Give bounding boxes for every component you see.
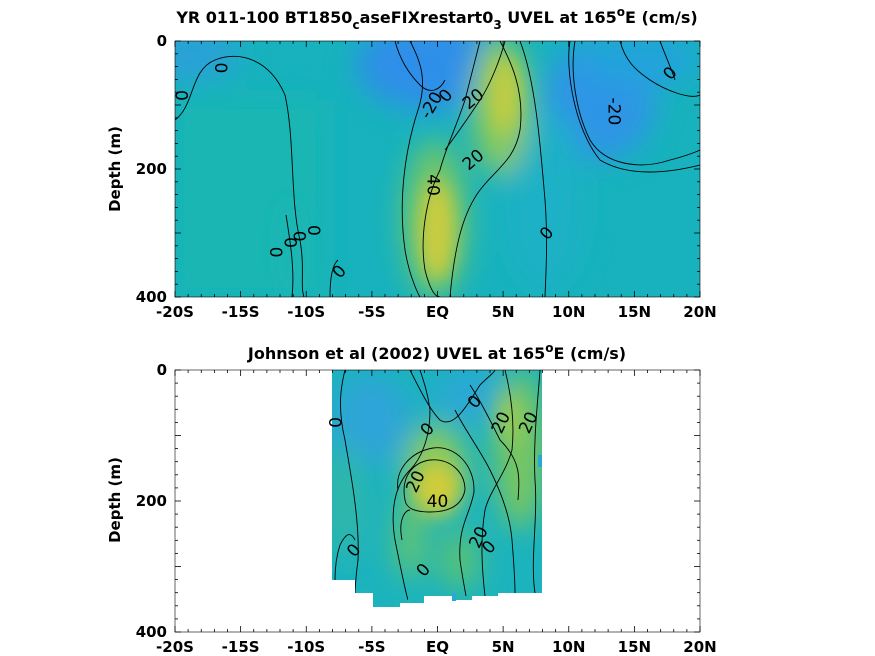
y-axis-label-top: Depth (m) [106,126,124,212]
x-tick-label: -10S [287,303,325,321]
x-tick-label: -15S [222,638,260,656]
panel-top: YR 011-100 BT1850caseFIXrestart03 UVEL a… [106,5,717,321]
x-tick-label: -5S [358,638,385,656]
contour-label: 0 [303,225,323,236]
contour-label: 0 [171,90,191,101]
heatmap-bottom [332,370,542,607]
panel-bottom: Johnson et al (2002) UVEL at 165oE (cm/s… [106,341,717,656]
x-tick-label: 15N [618,303,651,321]
x-tick-label: -10S [287,638,325,656]
x-tick-label: 5N [492,303,515,321]
panel-bottom-title: Johnson et al (2002) UVEL at 165oE (cm/s… [247,341,626,363]
y-axis-label-bottom: Depth (m) [106,457,124,543]
contour-label: 0 [289,231,309,242]
y-tick-label: 0 [157,361,167,379]
y-tick-label: 400 [136,288,167,306]
x-tick-label: 20N [683,638,716,656]
x-tick-label: EQ [426,303,449,321]
x-tick-label: 20N [683,303,716,321]
x-tick-label: -20S [156,638,194,656]
heatmap-top [175,41,700,297]
y-tick-label: 200 [136,492,167,510]
contours-top [175,41,700,297]
contour-label: 40 [423,174,443,196]
panel-top-title: YR 011-100 BT1850caseFIXrestart03 UVEL a… [175,5,697,32]
contour-label: 40 [427,492,449,512]
x-tick-label: EQ [426,638,449,656]
x-tick-label: -15S [222,303,260,321]
contour-label: 0 [210,62,230,73]
x-tick-label: 5N [492,638,515,656]
x-tick-label: 15N [618,638,651,656]
contours-bottom [334,370,541,601]
x-tick-label: 10N [552,638,585,656]
y-tick-label: 200 [136,160,167,178]
contour-label: 0 [265,247,285,258]
contour-label: -20 [604,98,624,126]
y-tick-label: 400 [136,623,167,641]
contour-label: 0 [280,237,300,248]
y-tick-label: 0 [157,32,167,50]
contour-label: 0 [324,417,344,428]
x-tick-label: -20S [156,303,194,321]
x-tick-label: -5S [358,303,385,321]
data-edge-marks [348,455,542,607]
x-tick-label: 10N [552,303,585,321]
